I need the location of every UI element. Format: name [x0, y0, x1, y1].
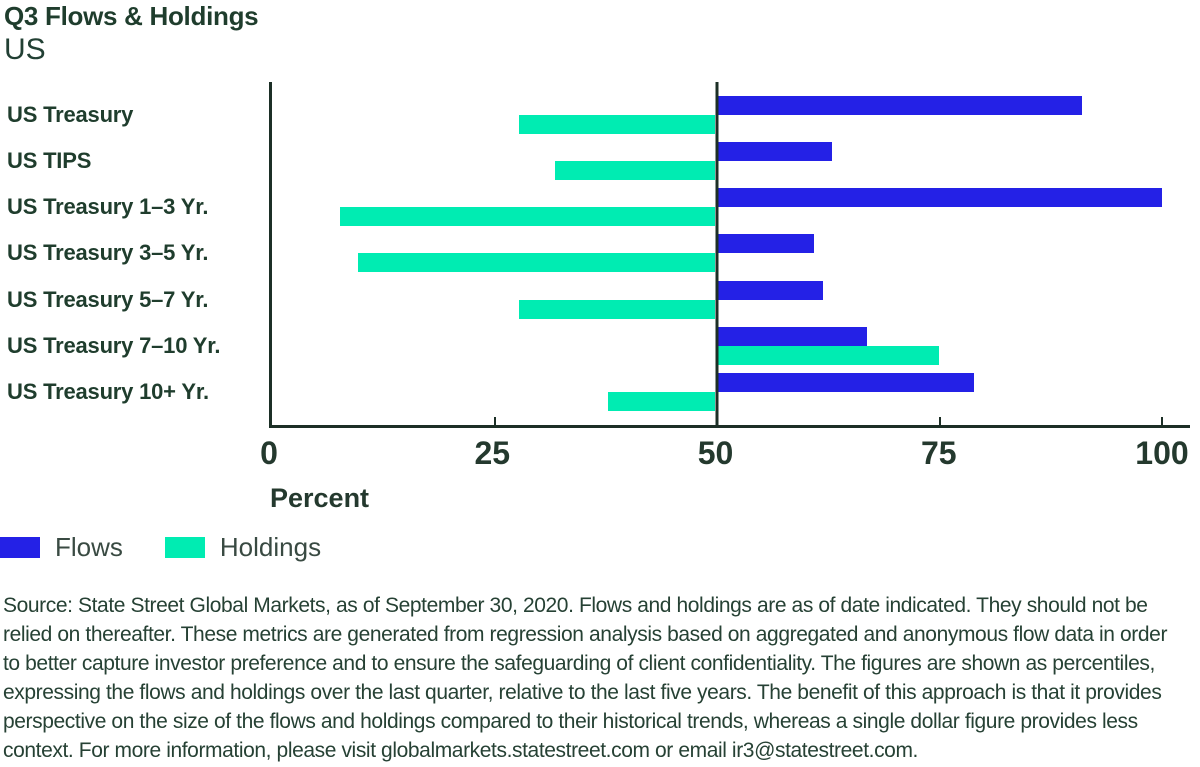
flows-bar — [715, 326, 868, 346]
legend-label: Flows — [55, 531, 123, 562]
chart-row: US Treasury 1–3 Yr. — [0, 184, 1200, 230]
x-axis-title: Percent — [270, 483, 370, 513]
holdings-bar — [519, 299, 716, 319]
flows-bar — [715, 280, 823, 300]
legend-swatch-flows — [0, 536, 40, 558]
flows-bar — [715, 142, 832, 162]
chart-row: US Treasury 10+ Yr. — [0, 369, 1200, 415]
category-label: US Treasury 1–3 Yr. — [7, 194, 209, 220]
x-axis-line — [269, 425, 1190, 428]
x-axis-tick-label: 0 — [260, 435, 278, 471]
chart-row: US Treasury 5–7 Yr. — [0, 277, 1200, 323]
row-plot-area — [269, 138, 1162, 184]
holdings-bar — [519, 115, 716, 135]
category-label: US Treasury — [7, 102, 134, 128]
legend-label: Holdings — [219, 531, 322, 562]
holdings-bar — [715, 345, 939, 365]
chart-title: Q3 Flows & Holdings — [4, 1, 259, 31]
category-label: US Treasury 5–7 Yr. — [7, 286, 209, 312]
bar-chart: US Treasury US TIPS US Treasury 1–3 Yr. US … — [0, 82, 1200, 428]
holdings-bar — [340, 207, 716, 227]
legend-item-flows: Flows — [0, 532, 123, 563]
chart-row: US Treasury 7–10 Yr. — [0, 323, 1200, 369]
chart-row: US Treasury — [0, 92, 1200, 138]
legend-item-holdings: Holdings — [164, 531, 322, 563]
x-axis-tick-label: 75 — [920, 435, 957, 471]
category-label: US Treasury 3–5 Yr. — [7, 240, 209, 266]
flows-bar — [715, 188, 1162, 208]
flows-bar — [715, 372, 975, 392]
row-plot-area — [269, 184, 1162, 230]
chart-subtitle: US — [4, 33, 46, 66]
x-axis-tick-label: 100 — [1135, 435, 1189, 471]
row-plot-area — [269, 92, 1162, 138]
row-plot-area — [269, 323, 1162, 369]
holdings-bar — [358, 253, 716, 273]
chart-legend: Flows Holdings — [0, 531, 322, 563]
flows-bar — [715, 96, 1082, 116]
source-footnote: Source: State Street Global Markets, as … — [3, 594, 1168, 762]
chart-row: US TIPS — [0, 138, 1200, 184]
x-axis-tick-label: 25 — [474, 435, 511, 471]
holdings-bar — [554, 161, 716, 181]
legend-swatch-holdings — [164, 536, 205, 558]
category-label: US TIPS — [7, 148, 92, 174]
row-plot-area — [269, 277, 1162, 323]
chart-row: US Treasury 3–5 Yr. — [0, 230, 1200, 276]
category-label: US Treasury 7–10 Yr. — [7, 332, 221, 358]
chart-rows: US Treasury US TIPS US Treasury 1–3 Yr. US … — [0, 82, 1200, 425]
x-axis-tick-label: 50 — [697, 435, 734, 471]
holdings-bar — [608, 391, 716, 411]
flows-bar — [715, 234, 814, 254]
row-plot-area — [269, 369, 1162, 415]
category-label: US Treasury 10+ Yr. — [7, 378, 209, 404]
x-axis-ticks: 0 25 50 75 100 — [260, 435, 1189, 471]
row-plot-area — [269, 230, 1162, 276]
